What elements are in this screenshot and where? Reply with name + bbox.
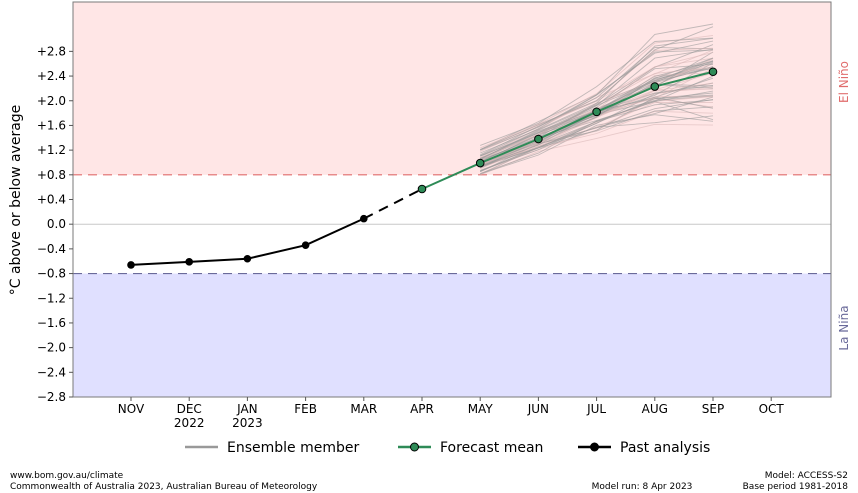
ensemble-member-line [480, 37, 714, 146]
legend-marker [410, 442, 419, 452]
forecast-mean-point [708, 67, 718, 77]
forecast-mean-point [417, 184, 427, 194]
y-tick-label: −0.4 [37, 242, 66, 256]
x-tick-label: SEP [702, 402, 724, 416]
y-tick-label: +2.0 [37, 94, 66, 108]
ensemble-member-line [480, 37, 714, 154]
ensemble-member-line [480, 63, 714, 159]
x-tick-sublabel: 2023 [232, 416, 263, 430]
ensemble-member-line [480, 26, 714, 151]
x-tick-label: NOV [118, 402, 145, 416]
x-tick-label: AUG [642, 402, 668, 416]
legend-label: Past analysis [620, 440, 710, 456]
y-tick-label: +2.8 [37, 44, 66, 58]
axes: −2.8 −2.4 −2.0 −1.6 −1.2 −0.8 −0.4 0.0 +0.4 +0.8 +… [37, 1, 832, 430]
x-tick-label: MAR [350, 402, 377, 416]
forecast-mean-point [650, 82, 660, 91]
forecast-mean-line [421, 70, 714, 190]
legend-label: Ensemble member [227, 440, 359, 456]
y-tick-label: −1.6 [37, 316, 66, 330]
y-tick-label: +1.2 [37, 143, 66, 157]
footer-website: www.bom.gov.au/climate [10, 471, 124, 481]
x-tick-sublabel: 2022 [174, 416, 205, 430]
el-nino-label: El Niño [837, 61, 851, 103]
legend-label: Forecast mean [440, 440, 543, 456]
la-nina-label: La Niña [837, 305, 851, 350]
x-tick-label: JUL [586, 402, 606, 416]
forecast-mean-point [534, 134, 543, 144]
footer-copyright: Commonwealth of Australia 2023, Australi… [10, 482, 318, 492]
ensemble-member-line [480, 46, 714, 156]
la-nina-region [73, 273, 831, 397]
y-tick-label: −0.8 [37, 267, 66, 281]
legend-marker [590, 442, 599, 452]
y-tick-label: −2.0 [37, 341, 66, 355]
x-tick-label: JAN [236, 402, 258, 416]
series [127, 67, 718, 269]
ensemble-member-line [480, 96, 714, 172]
x-tick-label: APR [410, 402, 434, 416]
x-tick-label: OCT [759, 402, 785, 416]
y-tick-label: −1.2 [37, 291, 66, 305]
footer-model-run: Model run: 8 Apr 2023 [592, 482, 693, 492]
y-tick-label: +0.4 [37, 193, 66, 207]
ensemble-member-line [480, 23, 714, 151]
y-tick-label: −2.4 [37, 365, 66, 379]
x-tick-label: DEC [177, 402, 202, 416]
ensemble-member-line [480, 123, 714, 176]
forecast-mean-point [592, 107, 601, 117]
past-analysis-point [301, 241, 310, 249]
x-tick-label: JUN [527, 402, 549, 416]
y-tick-label: +0.8 [37, 168, 66, 182]
x-tick-label: FEB [294, 402, 317, 416]
y-tick-label: +2.4 [37, 69, 66, 83]
past-analysis-point [127, 261, 135, 269]
y-tick-label: −2.8 [37, 390, 66, 404]
el-nino-region [73, 2, 831, 175]
footer-base-period: Base period 1981-2018 [743, 482, 849, 492]
y-tick-label: +1.6 [37, 118, 66, 132]
forecast-mean-point [475, 158, 485, 168]
ensemble-members [479, 23, 714, 176]
footer-model: Model: ACCESS-S2 [765, 471, 848, 481]
x-tick-label: MAY [468, 402, 494, 416]
ensemble-member-line [480, 96, 714, 167]
ensemble-member-line [480, 48, 714, 157]
legend: Ensemble member Forecast mean Past analysi… [185, 440, 710, 456]
y-tick-label: 0.0 [47, 217, 66, 231]
y-axis-label: °C above or below average [8, 105, 24, 296]
ensemble-member-line [480, 82, 714, 166]
past-analysis-point [360, 214, 368, 223]
past-analysis-point [243, 254, 252, 263]
ensemble-member-line [480, 95, 714, 168]
bridge-dashed-line [363, 188, 423, 220]
regions [73, 2, 831, 397]
past-analysis-point [185, 258, 193, 266]
ensemble-member-line [480, 114, 714, 175]
